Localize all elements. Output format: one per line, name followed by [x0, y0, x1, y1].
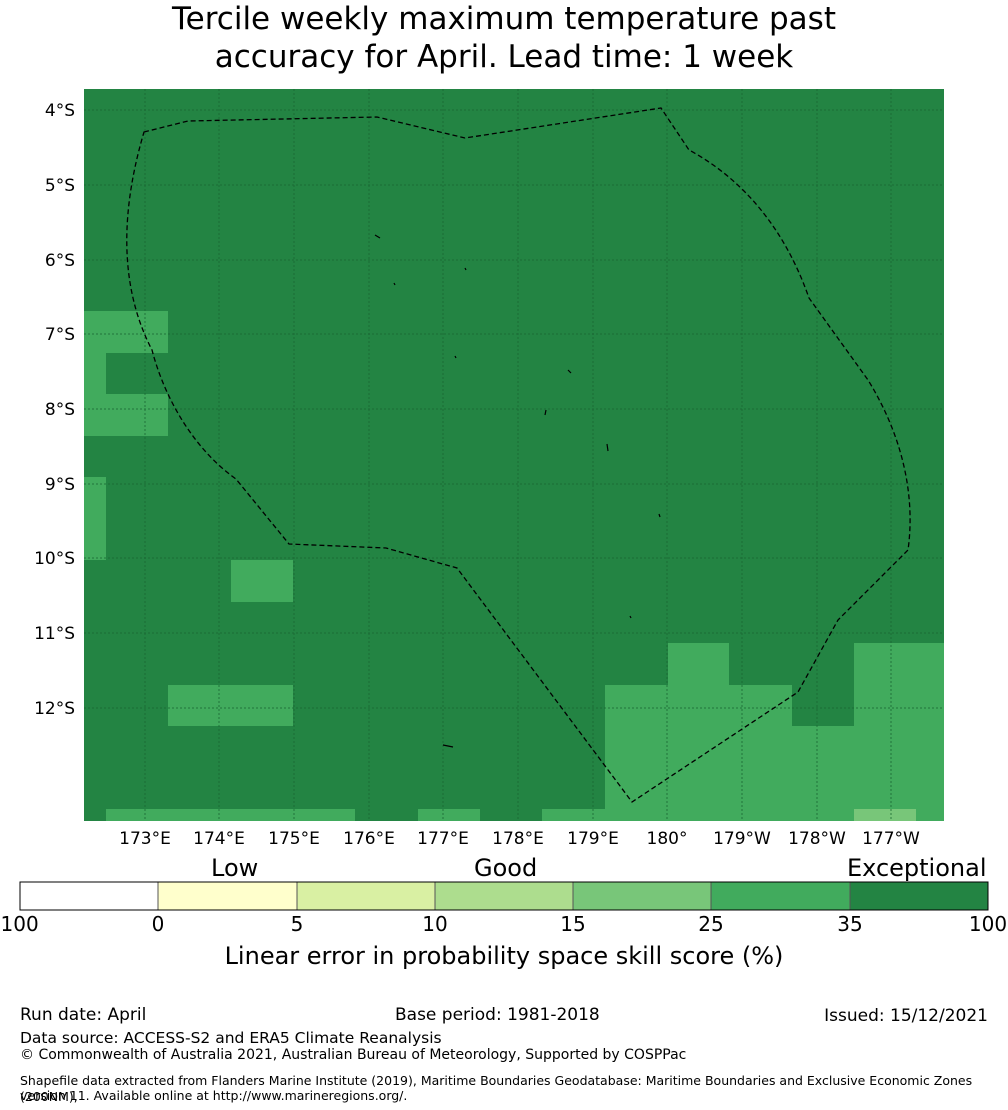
skill-cell	[542, 809, 605, 821]
skill-cell	[106, 809, 355, 821]
copyright: © Commonwealth of Australia 2021, Austra…	[20, 1047, 687, 1063]
lat-label-6s: 6°S	[45, 251, 75, 271]
lat-label-5s: 5°S	[45, 176, 75, 196]
colorbar-tick: 0	[151, 912, 165, 936]
lon-label-179e: 179°E	[567, 829, 619, 849]
lon-label-180: 180°	[647, 829, 688, 849]
eez-boundary	[126, 107, 911, 803]
lat-label-7s: 7°S	[45, 325, 75, 345]
island	[454, 355, 457, 359]
island	[464, 267, 467, 271]
colorbar-tick: 5	[290, 912, 304, 936]
island	[374, 234, 381, 239]
colorbar-label: Linear error in probability space skill …	[224, 942, 784, 970]
lon-label-178e: 178°E	[492, 829, 544, 849]
lat-label-12s: 12°S	[34, 699, 75, 719]
island	[567, 369, 572, 374]
lon-label-177w: 177°W	[862, 829, 920, 849]
base-period: Base period: 1981-2018	[395, 1005, 600, 1025]
colorbar-tick: -100	[0, 912, 39, 936]
data-source: Data source: ACCESS-S2 and ERA5 Climate …	[20, 1029, 442, 1047]
lon-label-173e: 173°E	[119, 829, 171, 849]
skill-cell-mid	[854, 809, 916, 821]
colorbar-tick: 25	[698, 912, 724, 936]
lat-label-8s: 8°S	[45, 400, 75, 420]
island	[606, 443, 609, 452]
colorbar-segment	[297, 882, 435, 910]
colorbar-segment	[573, 882, 711, 910]
colorbar-segment	[158, 882, 297, 910]
skill-cell	[84, 353, 106, 395]
skill-cell	[854, 643, 944, 821]
lon-label-174e: 174°E	[193, 829, 245, 849]
skill-cell	[792, 726, 854, 821]
lon-label-176e: 176°E	[343, 829, 395, 849]
graticule	[84, 89, 944, 821]
skill-cell	[418, 809, 480, 821]
lon-label-177e: 177°E	[417, 829, 469, 849]
shapefile-credit-line-1: Shapefile data extracted from Flanders M…	[20, 1073, 973, 1104]
colorbar-tick: 100	[968, 912, 1008, 936]
islands	[374, 234, 661, 748]
lat-label-4s: 4°S	[45, 101, 75, 121]
lat-label-11s: 11°S	[34, 624, 75, 644]
skill-cell	[668, 643, 729, 821]
island	[658, 513, 661, 518]
map-title-line-2: accuracy for April. Lead time: 1 week	[214, 39, 794, 75]
colorbar-category-exceptional: Exceptional	[847, 854, 987, 882]
colorbar-category-low: Low	[211, 854, 259, 882]
run-date: Run date: April	[20, 1005, 147, 1025]
colorbar-category-good: Good	[474, 854, 538, 882]
shapefile-credit-line-2: version 11. Available online at http://w…	[20, 1088, 408, 1103]
colorbar-tick: 15	[560, 912, 586, 936]
skill-cell	[231, 560, 293, 602]
colorbar-segment	[711, 882, 850, 910]
colorbar-segment	[20, 882, 158, 910]
lon-label-175e: 175°E	[268, 829, 320, 849]
lon-label-179w: 179°W	[713, 829, 771, 849]
colorbar-segment	[435, 882, 573, 910]
skill-cell	[84, 311, 168, 353]
lon-label-178w: 178°W	[788, 829, 846, 849]
map-figure: 4°S 5°S 6°S 7°S 8°S 9°S 10°S 11°S 12°S 1…	[34, 89, 944, 849]
skill-cell	[84, 394, 168, 436]
island	[393, 282, 396, 286]
colorbar-tick: 10	[422, 912, 448, 936]
lat-label-9s: 9°S	[45, 475, 75, 495]
island	[442, 744, 454, 748]
issued-date: Issued: 15/12/2021	[824, 1006, 988, 1026]
island	[544, 409, 547, 416]
lat-label-10s: 10°S	[34, 549, 75, 569]
skill-cell	[729, 685, 792, 821]
skill-cell	[168, 685, 293, 726]
colorbar	[19, 881, 989, 911]
skill-cell	[84, 477, 106, 560]
colorbar-tick: 35	[837, 912, 863, 936]
island	[629, 615, 632, 619]
map-title-line-1: Tercile weekly maximum temperature past	[171, 1, 836, 37]
colorbar-segment	[850, 882, 988, 910]
skill-cell	[605, 685, 668, 821]
